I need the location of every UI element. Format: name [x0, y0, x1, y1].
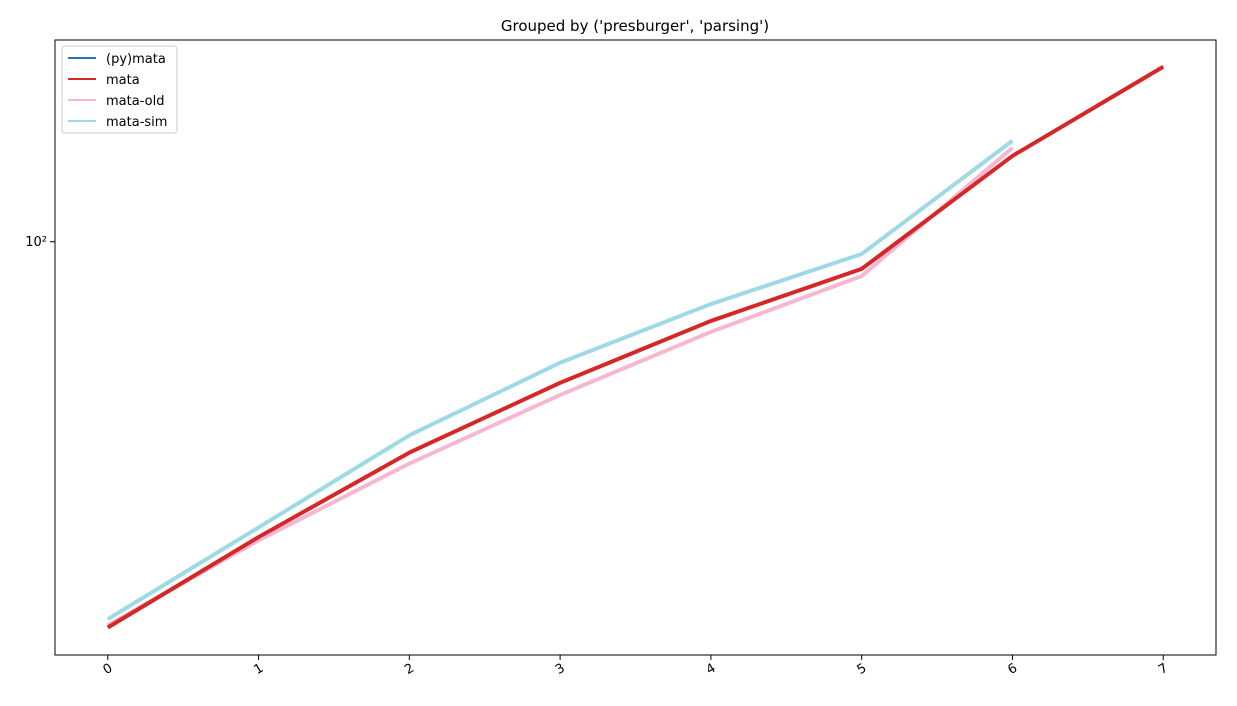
series-line: [106, 65, 1165, 630]
legend-box: [61, 45, 178, 134]
y-tick-label: 10²: [25, 235, 47, 250]
legend-label: mata: [106, 73, 140, 88]
legend-label: mata-sim: [106, 115, 167, 130]
legend-label: mata-old: [106, 94, 164, 109]
chart-title: Grouped by ('presburger', 'parsing'): [501, 17, 769, 35]
series-line: [106, 146, 1014, 628]
legend-label: (py)mata: [106, 52, 166, 67]
plot-frame: [54, 39, 1217, 656]
series-line: [106, 139, 1014, 621]
